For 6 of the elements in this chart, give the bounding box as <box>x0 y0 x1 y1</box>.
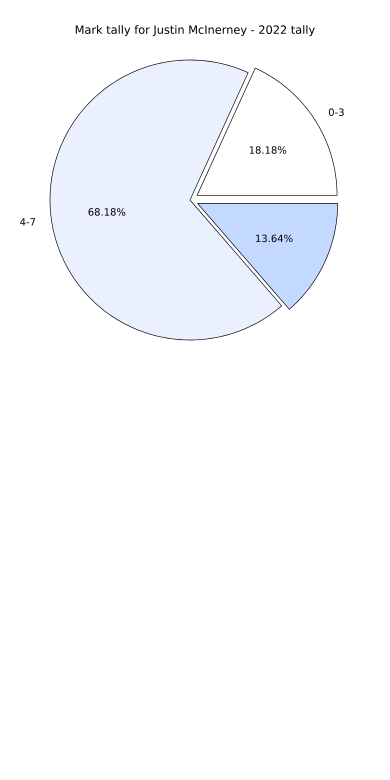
data-label: 68.18% <box>88 208 126 216</box>
chart-title: Mark tally for Justin McInerney - 2022 tally <box>76 25 315 36</box>
data-label: 13.64% <box>256 234 293 242</box>
slice-label: 0-3 <box>328 108 344 116</box>
slice-label: 4-7 <box>20 218 36 226</box>
data-label: 18.18% <box>250 146 286 154</box>
